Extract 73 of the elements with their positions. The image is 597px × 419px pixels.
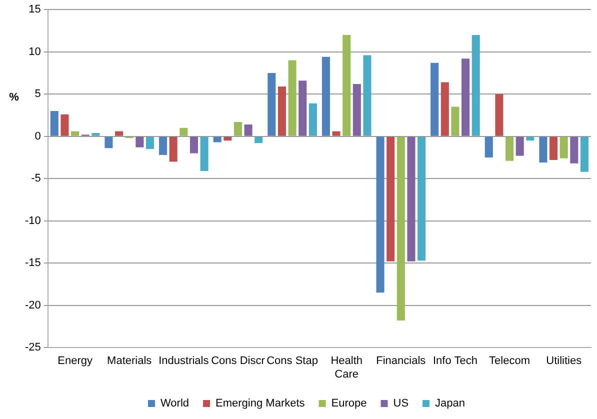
bar xyxy=(278,86,286,136)
bar xyxy=(407,136,416,262)
bar xyxy=(322,56,330,136)
bar xyxy=(104,136,113,148)
x-tick-label: Cons Stap xyxy=(266,355,318,368)
x-tick-label: Materials xyxy=(107,355,152,368)
bar xyxy=(430,62,439,136)
y-tick-label: -25 xyxy=(24,342,41,354)
y-tick-label: 15 xyxy=(28,4,41,16)
legend-label: US xyxy=(393,398,409,410)
bar xyxy=(376,136,384,293)
bar xyxy=(180,128,188,136)
bar xyxy=(332,131,340,136)
bar xyxy=(440,82,449,136)
bar xyxy=(526,136,534,141)
bar xyxy=(268,72,276,136)
bar xyxy=(254,136,263,144)
bar xyxy=(159,136,168,155)
x-tick-label: Telecom xyxy=(489,355,530,368)
bar xyxy=(224,136,232,141)
bar xyxy=(213,136,222,142)
x-tick-label: Utilities xyxy=(546,355,582,368)
bar xyxy=(516,136,524,156)
bar xyxy=(352,84,361,136)
bar xyxy=(342,34,351,136)
y-tick-label: -20 xyxy=(24,299,41,312)
bar xyxy=(484,136,493,158)
x-tick-label: Financials xyxy=(376,355,426,368)
bar xyxy=(50,111,58,136)
bar xyxy=(451,106,460,136)
bar xyxy=(60,114,69,136)
y-tick-label: -5 xyxy=(31,172,41,185)
bar xyxy=(146,136,154,150)
bar xyxy=(363,55,372,136)
bar xyxy=(115,131,124,136)
bar xyxy=(495,94,504,136)
bar xyxy=(169,136,178,162)
y-tick-label: 10 xyxy=(28,46,41,58)
legend-label: Europe xyxy=(331,398,367,410)
x-tick-label: Industrials xyxy=(158,355,210,368)
y-tick-label: -10 xyxy=(24,214,41,227)
bar xyxy=(244,124,252,136)
legend-label: World xyxy=(160,398,190,410)
y-axis-title: % xyxy=(9,92,20,104)
y-tick-label: -15 xyxy=(24,257,41,270)
bar xyxy=(506,136,514,161)
y-tick-label: 0 xyxy=(34,130,41,142)
bar xyxy=(396,136,405,321)
bar xyxy=(136,136,144,148)
bar xyxy=(308,103,317,136)
x-tick-label: Health Care xyxy=(330,355,363,380)
x-tick-label: Cons Discr xyxy=(211,355,266,368)
bar xyxy=(570,136,578,164)
bar xyxy=(550,136,558,160)
bar xyxy=(190,136,198,154)
legend-label: Emerging Markets xyxy=(216,398,306,410)
bar xyxy=(472,34,480,136)
bar xyxy=(298,80,307,136)
bar xyxy=(539,136,548,163)
bar xyxy=(92,132,100,136)
bar xyxy=(288,60,296,136)
bar xyxy=(386,136,395,262)
bar xyxy=(234,122,242,136)
x-tick-label: Energy xyxy=(58,355,93,368)
bar xyxy=(462,58,470,136)
legend-label: Japan xyxy=(435,398,466,410)
bar xyxy=(560,136,568,158)
bar xyxy=(71,131,80,136)
bar xyxy=(418,136,426,261)
y-tick-label: 5 xyxy=(34,88,41,100)
bar xyxy=(200,136,208,171)
x-tick-label: Info Tech xyxy=(433,355,478,368)
bar xyxy=(580,136,589,172)
